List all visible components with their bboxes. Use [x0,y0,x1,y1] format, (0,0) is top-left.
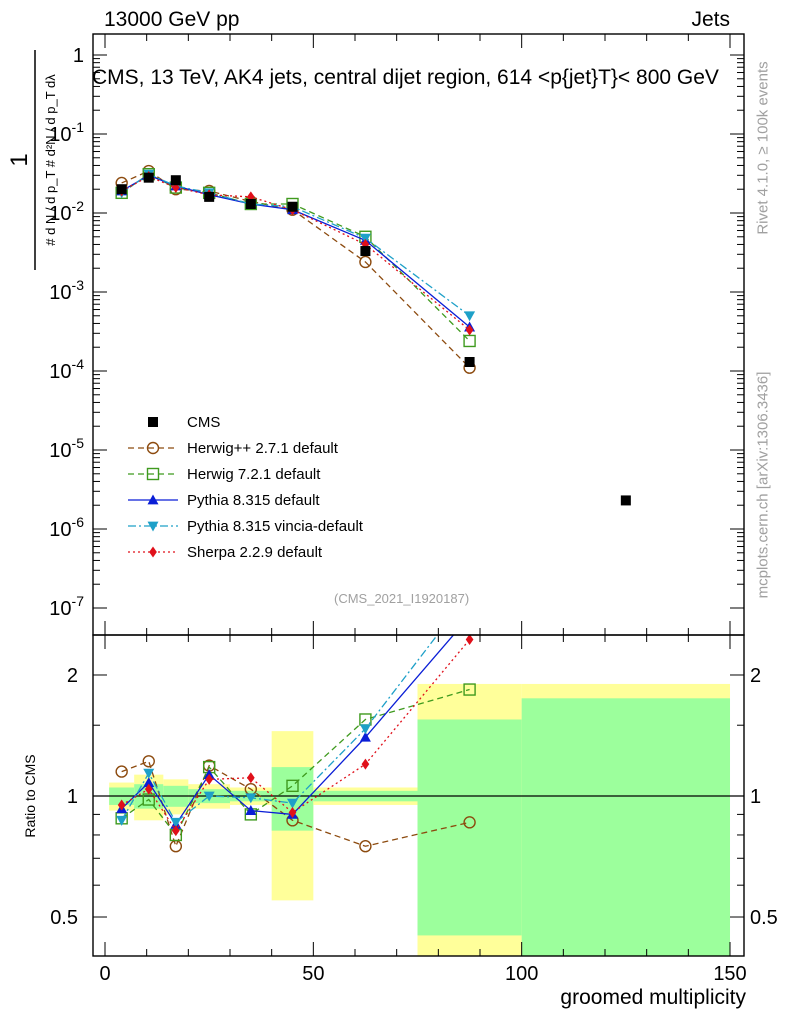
main-point-cms-7 [464,356,475,367]
main-point-cms-6 [360,246,371,257]
main-line-pythia-8-315-vincia-default [121,173,470,317]
x-tick-label-2: 100 [505,963,538,985]
band-green-8 [521,698,731,956]
ratio-point-pythia-8-315-vincia-default-3 [203,791,215,802]
main-y-tick-label-6: 10-6 [49,514,84,541]
ratio-point-herwig-2-7-1-default-1 [142,755,155,768]
main-line-herwig-7-2-1-default [121,173,471,342]
x-tick-label-3: 150 [713,963,746,985]
cms-uncertainty-bands [109,683,731,956]
legend-marker-0 [148,417,158,427]
ratio-y-tick-label-left-1: 1 [67,786,78,808]
main-line-sherpa-2-2-9-default [121,175,470,331]
ratio-point-herwig-2-7-1-default-0 [115,765,128,778]
axis-tick-labels: 0 50 100 150 1 10-1 10-2 10-3 10-4 10-5 10-6 10-7 0.… [49,45,778,985]
main-y-tick-label-2: 10-2 [49,198,84,225]
main-point-pythia-8-315-vincia-default-6 [359,233,371,244]
header-energy-label: 13000 GeV pp [104,8,240,31]
ratio-point-pythia-8-315-vincia-default-0 [116,815,128,826]
legend-marker-2 [146,467,160,481]
legend-marker-3 [147,494,159,505]
main-series-layer [115,164,631,506]
plot-title: CMS, 13 TeV, AK4 jets, central dijet reg… [92,66,719,89]
ratio-line-pythia-8-315-default [121,635,455,826]
main-y-tick-label-4: 10-4 [49,356,84,383]
ratio-point-sherpa-2-2-9-default-0 [117,799,126,811]
main-y-tick-label-1: 10-1 [49,119,84,146]
ratio-point-herwig-7-2-1-default-5 [286,779,299,793]
main-point-cms-5 [287,201,298,212]
x-tick-label-1: 50 [302,963,324,985]
legend-label-0: CMS [187,414,220,431]
legend-label-4: Pythia 8.315 vincia-default [187,518,364,535]
main-point-pythia-8-315-vincia-default-7 [464,311,476,322]
ratio-point-pythia-8-315-default-4 [245,805,257,815]
ratio-point-pythia-8-315-default-6 [359,731,371,742]
ratio-y-tick-label-right-2: 2 [750,665,761,687]
ratio-point-sherpa-2-2-9-default-3 [205,773,214,785]
main-y-tick-label-3: 10-3 [49,277,84,304]
main-y-tick-label-5: 10-5 [49,435,84,462]
rivet-version-label: Rivet 4.1.0, ≥ 100k events [754,61,772,235]
legend-label-2: Herwig 7.2.1 default [187,466,321,483]
main-point-herwig-2-7-1-default-6 [359,255,372,269]
ratio-y-tick-label-right-1: 1 [750,786,761,808]
ratio-point-pythia-8-315-vincia-default-5 [287,798,299,809]
x-axis-label: groomed multiplicity [560,986,746,1009]
main-y-tick-label-7: 10-7 [49,593,84,620]
ratio-y-tick-label-left-2: 2 [67,665,78,687]
ratio-point-pythia-8-315-vincia-default-6 [359,724,371,735]
mcplots-credit-label: mcplots.cern.ch [arXiv:1306.3436] [754,371,772,599]
ratio-point-herwig-2-7-1-default-7 [463,816,476,829]
ratio-point-pythia-8-315-vincia-default-4 [245,793,257,804]
ratio-line-sherpa-2-2-9-default [121,639,471,832]
main-point-cms-0 [116,184,127,195]
main-point-cms-3 [204,191,215,202]
ratio-point-pythia-8-315-vincia-default-2 [170,817,182,828]
ratio-point-herwig-7-2-1-default-7 [463,683,476,696]
legend-marker-1 [146,441,160,455]
ratio-point-sherpa-2-2-9-default-1 [144,783,153,795]
y-label-numerator: 1 [6,153,33,166]
ratio-point-sherpa-2-2-9-default-6 [361,758,370,770]
main-point-cms-1 [143,172,154,183]
legend: CMS Herwig++ 2.7.1 default Herwig 7.2.1 de… [128,414,364,561]
ratio-y-tick-label-left-0: 0.5 [50,907,78,929]
legend-label-5: Sherpa 2.2.9 default [187,544,323,561]
ratio-point-sherpa-2-2-9-default-4 [246,772,255,784]
ratio-point-pythia-8-315-default-7 [464,611,475,621]
main-point-cms-2 [170,175,181,186]
ratio-series-layer [93,611,744,853]
ratio-y-axis-label: Ratio to CMS [22,754,38,838]
ratio-point-pythia-8-315-default-1 [143,777,155,787]
ratio-point-pythia-8-315-vincia-default-1 [143,768,155,779]
ratio-point-sherpa-2-2-9-default-7 [465,635,474,646]
ratio-line-herwig-2-7-1-default [121,760,470,849]
ratio-point-sherpa-2-2-9-default-2 [171,825,180,837]
ratio-point-herwig-2-7-1-default-2 [169,840,183,853]
ratio-point-sherpa-2-2-9-default-5 [288,806,297,818]
legend-marker-4 [147,521,159,532]
analysis-id: (CMS_2021_I1920187) [334,591,470,606]
ratio-point-herwig-2-7-1-default-6 [359,840,372,853]
x-tick-label-0: 0 [99,963,110,985]
main-y-axis-label: 1 # d N / d p_T # d²N / d p_T dλ [5,40,65,280]
ratio-y-tick-label-right-0: 0.5 [750,907,778,929]
main-point-sherpa-2-2-9-default-7 [465,324,474,336]
y-label-text: # d N / d p_T # d²N / d p_T dλ [43,74,58,246]
main-point-cms-4 [245,198,256,209]
legend-marker-5 [149,546,157,558]
legend-label-1: Herwig++ 2.7.1 default [187,440,339,457]
main-line-herwig-2-7-1-default [121,170,471,369]
main-point-cms-8 [620,495,631,506]
legend-label-3: Pythia 8.315 default [187,492,320,509]
header-process-label: Jets [691,8,730,31]
axis-ticks [93,34,744,956]
ratio-line-pythia-8-315-vincia-default [121,635,439,824]
main-y-tick-label-0: 1 [73,45,84,67]
